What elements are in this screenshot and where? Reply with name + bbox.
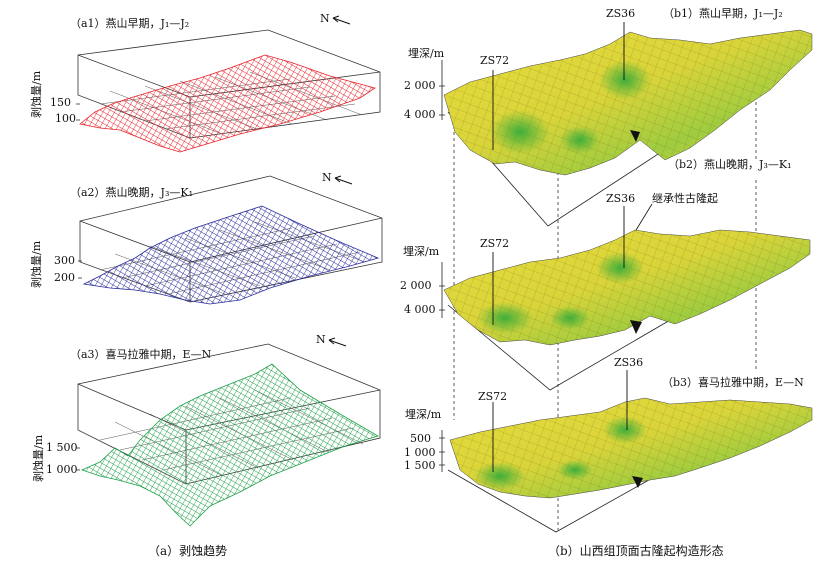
panel-b3: （b3）喜马拉雅中期，E—N ZS72 ZS36 埋深/m 500 1 000 … — [404, 356, 813, 533]
panel-b3-green-zone — [557, 460, 593, 480]
panel-a1-north-label: N — [320, 12, 330, 25]
panel-b1-well-zs36: ZS36 — [606, 7, 635, 20]
panel-b3-title: （b3）喜马拉雅中期，E—N — [662, 375, 804, 389]
panel-b1: （b1）燕山早期，J₁—J₂ ZS72 ZS36 埋深/m 2 000 4 00… — [404, 7, 813, 300]
panel-b1-tick-0: 2 000 — [404, 79, 436, 92]
panel-a3-surface — [80, 363, 379, 527]
panel-b3-tick-2: 1 500 — [404, 459, 436, 472]
panel-b1-dash-verticals — [453, 90, 757, 300]
panel-b1-well-zs72: ZS72 — [480, 54, 509, 67]
panel-b2-well-zs36: ZS36 — [606, 192, 635, 205]
panel-a1-tick-0: 150 — [50, 96, 71, 109]
panel-b2-title: （b2）燕山晚期，J₃—K₁ — [668, 158, 792, 171]
panel-b2-green-zone — [550, 306, 590, 330]
panel-a2-title: （a2）燕山晚期，J₃—K₁ — [70, 186, 193, 199]
panel-a2-surface — [82, 205, 380, 305]
panel-b2-well-zs72: ZS72 — [480, 237, 509, 250]
panel-b3-surface-mesh — [450, 398, 812, 498]
panel-b1-green-zone — [599, 60, 651, 100]
panel-a3-tick-0: 1 500 — [46, 441, 78, 454]
panel-b1-shadow — [630, 130, 640, 142]
panel-b1-green-zone — [560, 126, 600, 154]
panel-a3-tick-1: 1 000 — [46, 463, 78, 476]
panel-b1-tick-1: 4 000 — [404, 108, 436, 121]
caption-right: （b）山西组顶面古隆起构造形态 — [548, 543, 724, 558]
panel-b2-annotation: 继承性古隆起 — [652, 191, 718, 205]
panel-b2: （b2）燕山晚期，J₃—K₁ 继承性古隆起 ZS72 ZS36 埋深/m 2 0… — [400, 158, 811, 530]
panel-b2-ylabel: 埋深/m — [403, 245, 440, 258]
panel-a2-tick-0: 300 — [54, 254, 75, 267]
panel-a2: （a2）燕山晚期，J₃—K₁ N 剥蚀量/m 300 200 — [29, 171, 383, 305]
panel-b1-surface-mesh — [444, 30, 812, 175]
north-arrow-icon — [334, 175, 353, 185]
panel-b3-tick-0: 500 — [410, 432, 431, 445]
panel-a3: （a3）喜马拉雅中期，E—N N 剥蚀量/m 1 500 1 000 — [31, 333, 381, 527]
panel-b1-ylabel: 埋深/m — [408, 47, 445, 60]
north-arrow-icon — [328, 337, 347, 347]
panel-a1-ylabel: 剥蚀量/m — [29, 70, 43, 118]
panel-b2-shadow — [630, 320, 642, 334]
panel-b3-ylabel: 埋深/m — [405, 408, 442, 421]
panel-a3-title: （a3）喜马拉雅中期，E—N — [70, 347, 212, 361]
panel-b1-green-zone — [490, 110, 550, 154]
panel-b2-tick-1: 4 000 — [404, 303, 436, 316]
panel-a1-title: （a1）燕山早期，J₁—J₂ — [70, 17, 189, 30]
caption-left: （a）剥蚀趋势 — [148, 544, 227, 558]
panel-b2-green-zone — [596, 252, 644, 284]
panel-b3-well-zs72: ZS72 — [478, 390, 507, 403]
panel-a3-ylabel: 剥蚀量/m — [31, 434, 45, 482]
panel-b2-tick-0: 2 000 — [400, 279, 432, 292]
panel-a3-north-label: N — [316, 333, 326, 346]
panel-a1-tick-1: 100 — [55, 112, 76, 125]
panel-b3-well-zs36: ZS36 — [614, 356, 643, 369]
panel-a3-ticks — [76, 447, 80, 471]
panel-b3-green-zone — [474, 462, 526, 490]
panel-a1: （a1）燕山早期，J₁—J₂ N 剥蚀量/m 150 100 — [29, 12, 381, 153]
panel-b3-tick-1: 1 000 — [404, 446, 436, 459]
panel-a1-ticks — [76, 103, 80, 121]
panel-a2-ylabel: 剥蚀量/m — [29, 240, 43, 288]
panel-a2-north-label: N — [322, 171, 332, 184]
panel-b1-axis — [439, 60, 445, 120]
panel-b2-surface-mesh — [444, 230, 810, 345]
north-arrow-icon — [332, 15, 351, 25]
panel-a2-ticks — [78, 260, 82, 279]
panel-b2-green-zone — [477, 302, 533, 334]
panel-a2-tick-1: 200 — [54, 271, 75, 284]
panel-b1-title: （b1）燕山早期，J₁—J₂ — [663, 7, 783, 20]
panel-b3-shadow — [632, 476, 643, 488]
panel-a1-surface — [79, 54, 376, 153]
panel-b2-axis — [439, 262, 445, 318]
panel-b3-axis — [439, 430, 445, 472]
panel-b3-green-zone — [603, 416, 647, 444]
